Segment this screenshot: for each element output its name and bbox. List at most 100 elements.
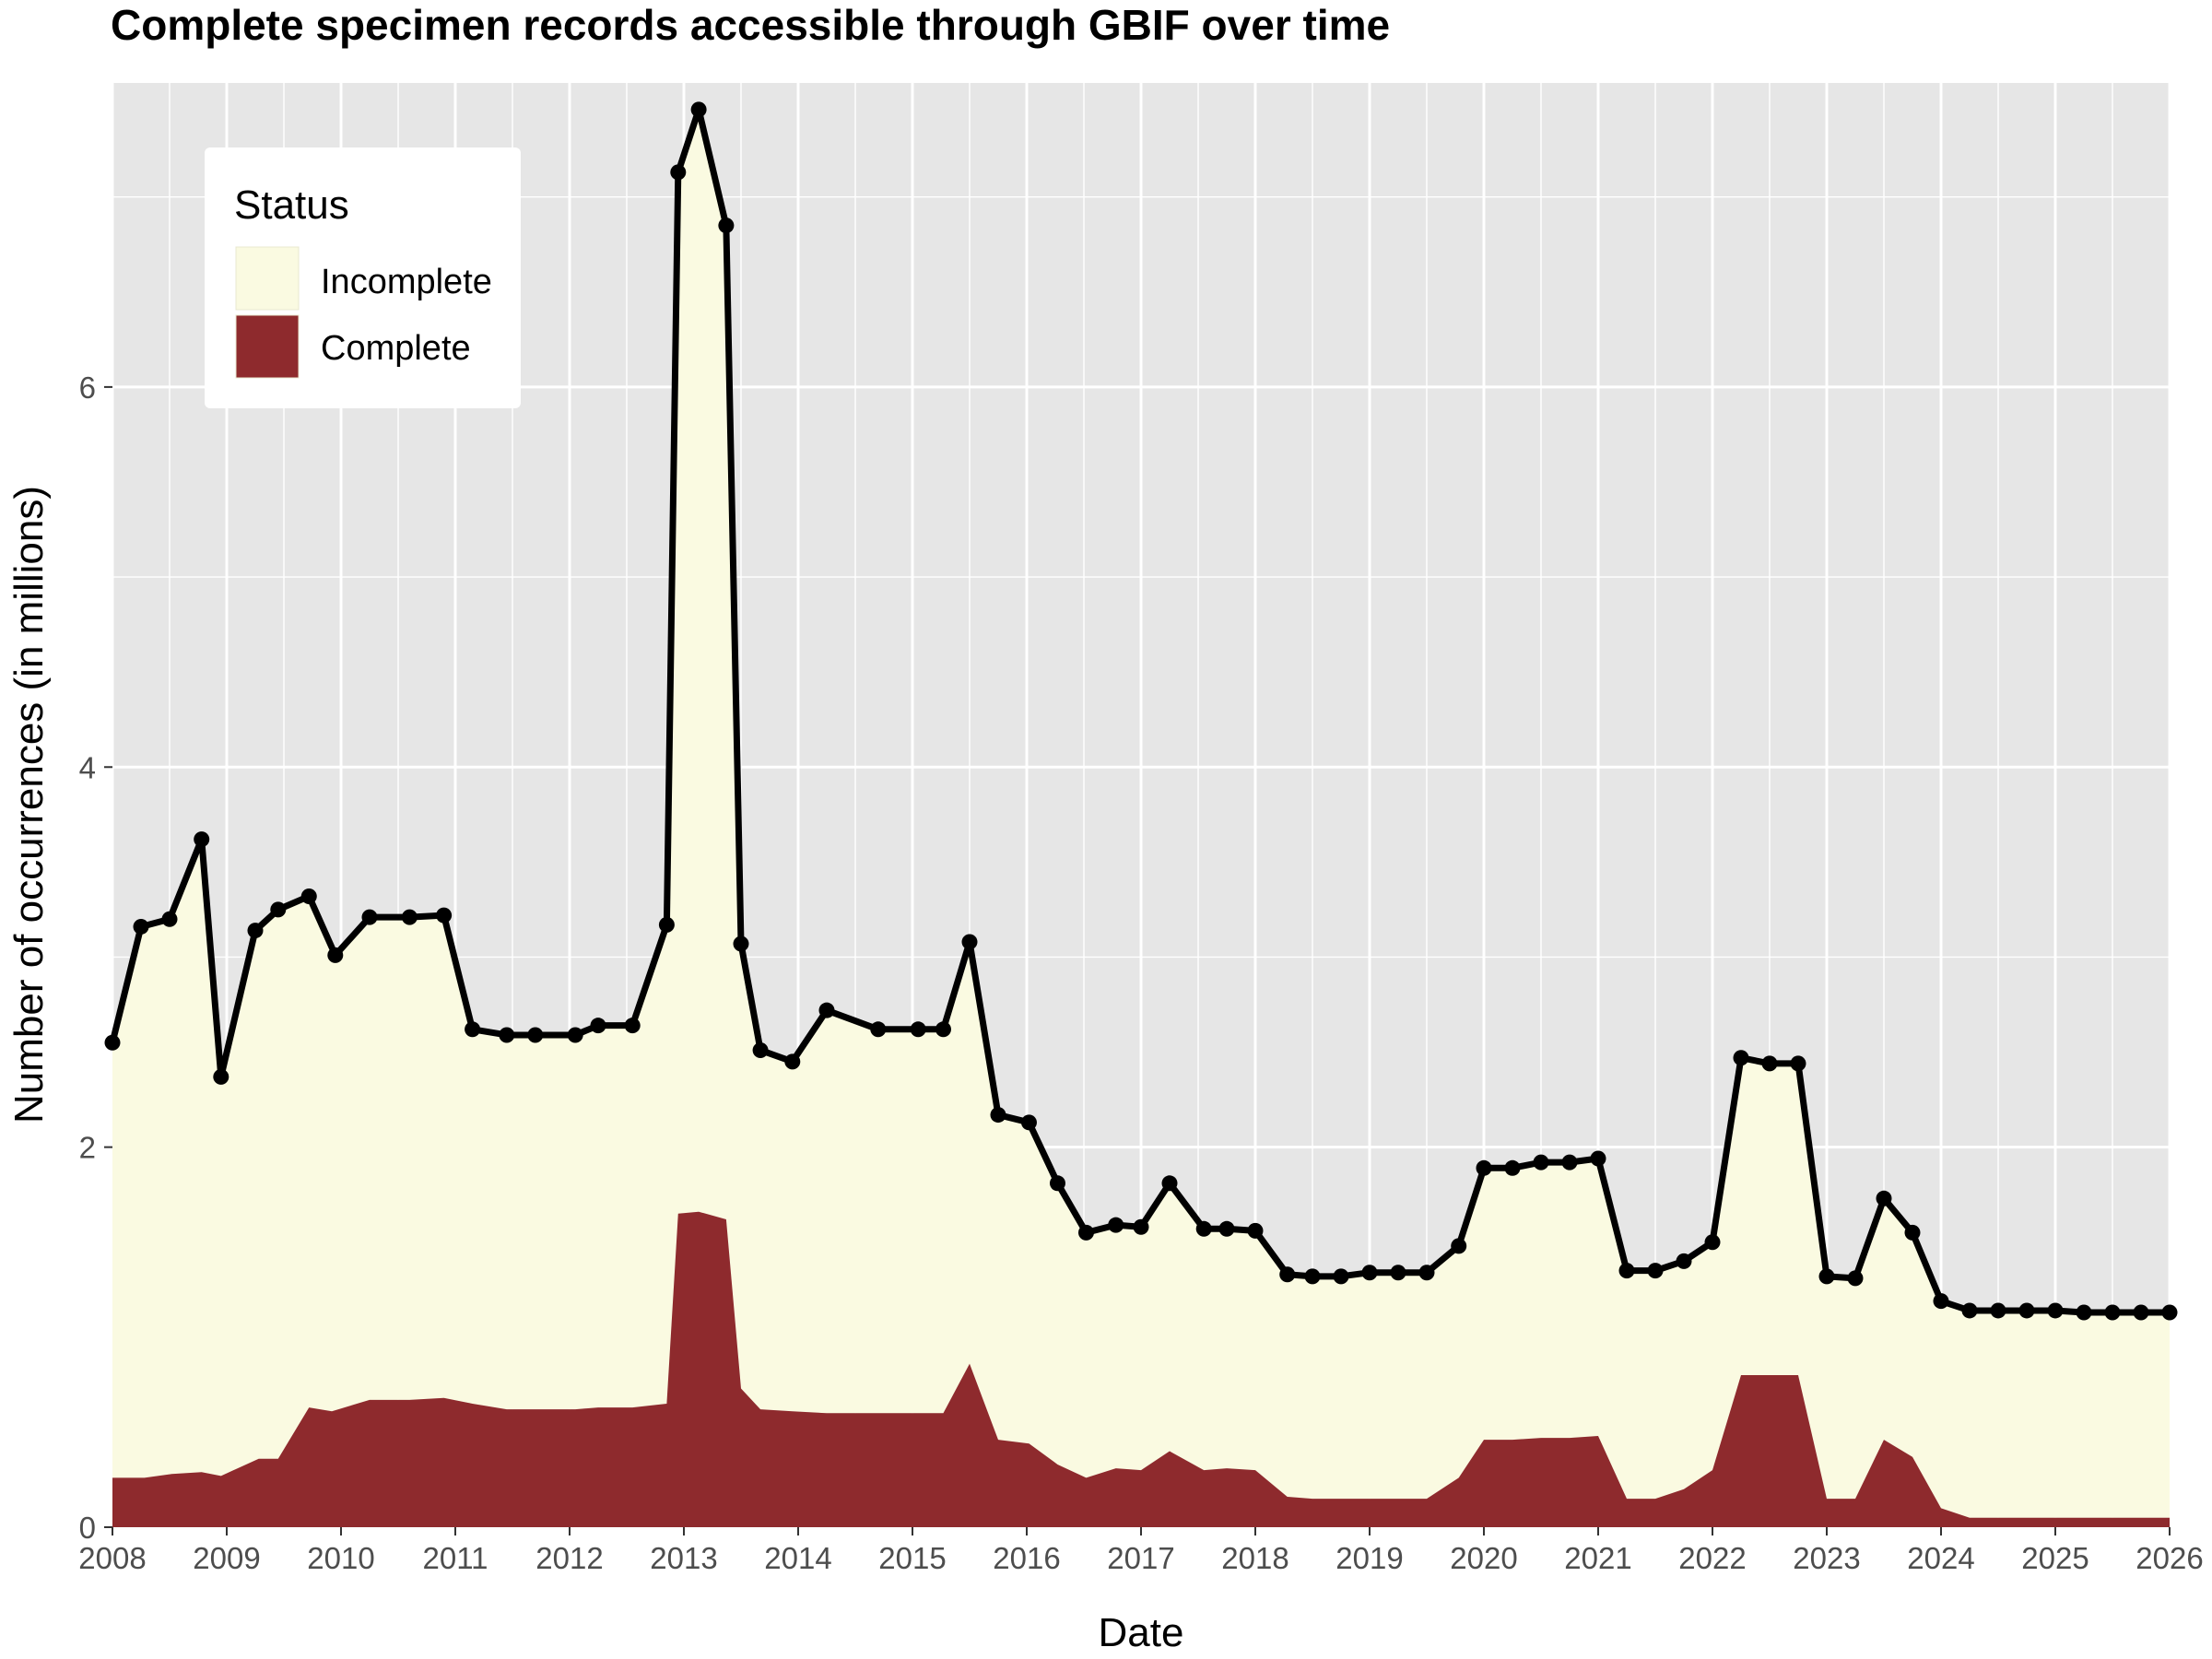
x-axis-title: Date (1099, 1610, 1184, 1655)
data-point (1704, 1234, 1721, 1251)
legend-label-complete: Complete (321, 329, 471, 368)
data-point (465, 1021, 481, 1038)
data-point (670, 164, 687, 181)
data-point (213, 1068, 229, 1085)
data-point (1218, 1220, 1235, 1237)
data-point (194, 831, 210, 848)
data-point (527, 1027, 544, 1043)
data-point (1790, 1055, 1806, 1072)
data-point (1847, 1270, 1864, 1287)
x-tick-label: 2008 (78, 1541, 146, 1575)
data-point (327, 947, 344, 963)
y-tick-label: 6 (79, 371, 96, 405)
data-point (1195, 1220, 1212, 1237)
data-point (624, 1018, 641, 1034)
data-point (300, 888, 317, 904)
x-tick-label: 2023 (1793, 1541, 1860, 1575)
data-point (1561, 1154, 1578, 1171)
x-tick-label: 2014 (764, 1541, 831, 1575)
x-tick-label: 2017 (1107, 1541, 1174, 1575)
legend-label-incomplete: Incomplete (321, 263, 492, 301)
x-tick-label: 2013 (650, 1541, 717, 1575)
data-point (1904, 1224, 1921, 1241)
data-point (1476, 1159, 1492, 1176)
x-tick-label: 2026 (2136, 1541, 2203, 1575)
y-axis-title: Number of occurrences (in millions) (6, 486, 52, 1124)
data-point (401, 909, 418, 925)
data-point (1108, 1217, 1124, 1233)
x-tick-label: 2024 (1907, 1541, 1974, 1575)
data-point (961, 934, 978, 950)
y-tick-label: 4 (79, 750, 96, 784)
data-point (752, 1041, 769, 1058)
data-point (1647, 1263, 1664, 1279)
data-point (1390, 1265, 1406, 1281)
data-point (1333, 1268, 1349, 1285)
data-point (658, 916, 675, 933)
y-tick-label: 0 (79, 1511, 96, 1545)
total-points (104, 101, 2178, 1321)
data-point (1077, 1224, 1094, 1241)
data-point (1361, 1265, 1378, 1281)
data-point (784, 1053, 801, 1070)
x-tick-label: 2021 (1564, 1541, 1631, 1575)
data-point (161, 911, 178, 927)
data-point (1504, 1159, 1521, 1176)
data-point (2047, 1302, 2064, 1319)
data-point (436, 907, 453, 924)
legend: Status Incomplete Complete (205, 147, 521, 408)
y-axis: 0 2 4 6 (79, 371, 112, 1545)
data-point (1049, 1175, 1065, 1192)
data-point (2018, 1302, 2035, 1319)
data-point (1020, 1114, 1037, 1131)
data-point (1676, 1253, 1692, 1269)
data-point (1590, 1150, 1606, 1167)
data-point (104, 1034, 121, 1051)
data-point (1304, 1268, 1321, 1285)
data-point (1933, 1293, 1949, 1310)
chart-title: Complete specimen records accessible thr… (111, 1, 1390, 49)
data-point (1961, 1302, 1978, 1319)
x-tick-label: 2015 (878, 1541, 946, 1575)
x-tick-label: 2022 (1678, 1541, 1746, 1575)
x-tick-label: 2009 (193, 1541, 260, 1575)
data-point (818, 1002, 835, 1018)
data-point (1876, 1190, 1892, 1206)
data-point (690, 101, 707, 118)
data-point (1161, 1175, 1178, 1192)
data-point (1733, 1050, 1749, 1066)
data-point (1533, 1154, 1549, 1171)
x-tick-label: 2018 (1221, 1541, 1288, 1575)
data-point (1279, 1266, 1296, 1283)
area-incomplete (112, 109, 2170, 1518)
x-tick-label: 2025 (2021, 1541, 2088, 1575)
data-point (1990, 1302, 2006, 1319)
data-point (935, 1021, 951, 1038)
data-point (2133, 1304, 2149, 1321)
data-point (1761, 1055, 1778, 1072)
data-point (2076, 1304, 2092, 1321)
data-point (1418, 1265, 1435, 1281)
data-point (2104, 1304, 2121, 1321)
legend-key-incomplete (235, 246, 300, 311)
data-point (1618, 1263, 1635, 1279)
data-point (2161, 1304, 2178, 1321)
data-point (499, 1027, 515, 1043)
data-point (1818, 1268, 1835, 1285)
x-tick-label: 2019 (1335, 1541, 1403, 1575)
data-point (1451, 1238, 1467, 1254)
data-point (733, 935, 749, 952)
data-point (133, 918, 149, 935)
data-point (567, 1027, 583, 1043)
data-point (1247, 1222, 1264, 1239)
data-point (990, 1107, 1006, 1124)
data-point (590, 1018, 606, 1034)
x-tick-label: 2010 (307, 1541, 374, 1575)
data-point (718, 218, 735, 234)
data-point (910, 1021, 926, 1038)
data-point (247, 923, 264, 939)
x-tick-label: 2020 (1450, 1541, 1517, 1575)
legend-title: Status (234, 182, 349, 228)
legend-key-complete (235, 314, 300, 379)
